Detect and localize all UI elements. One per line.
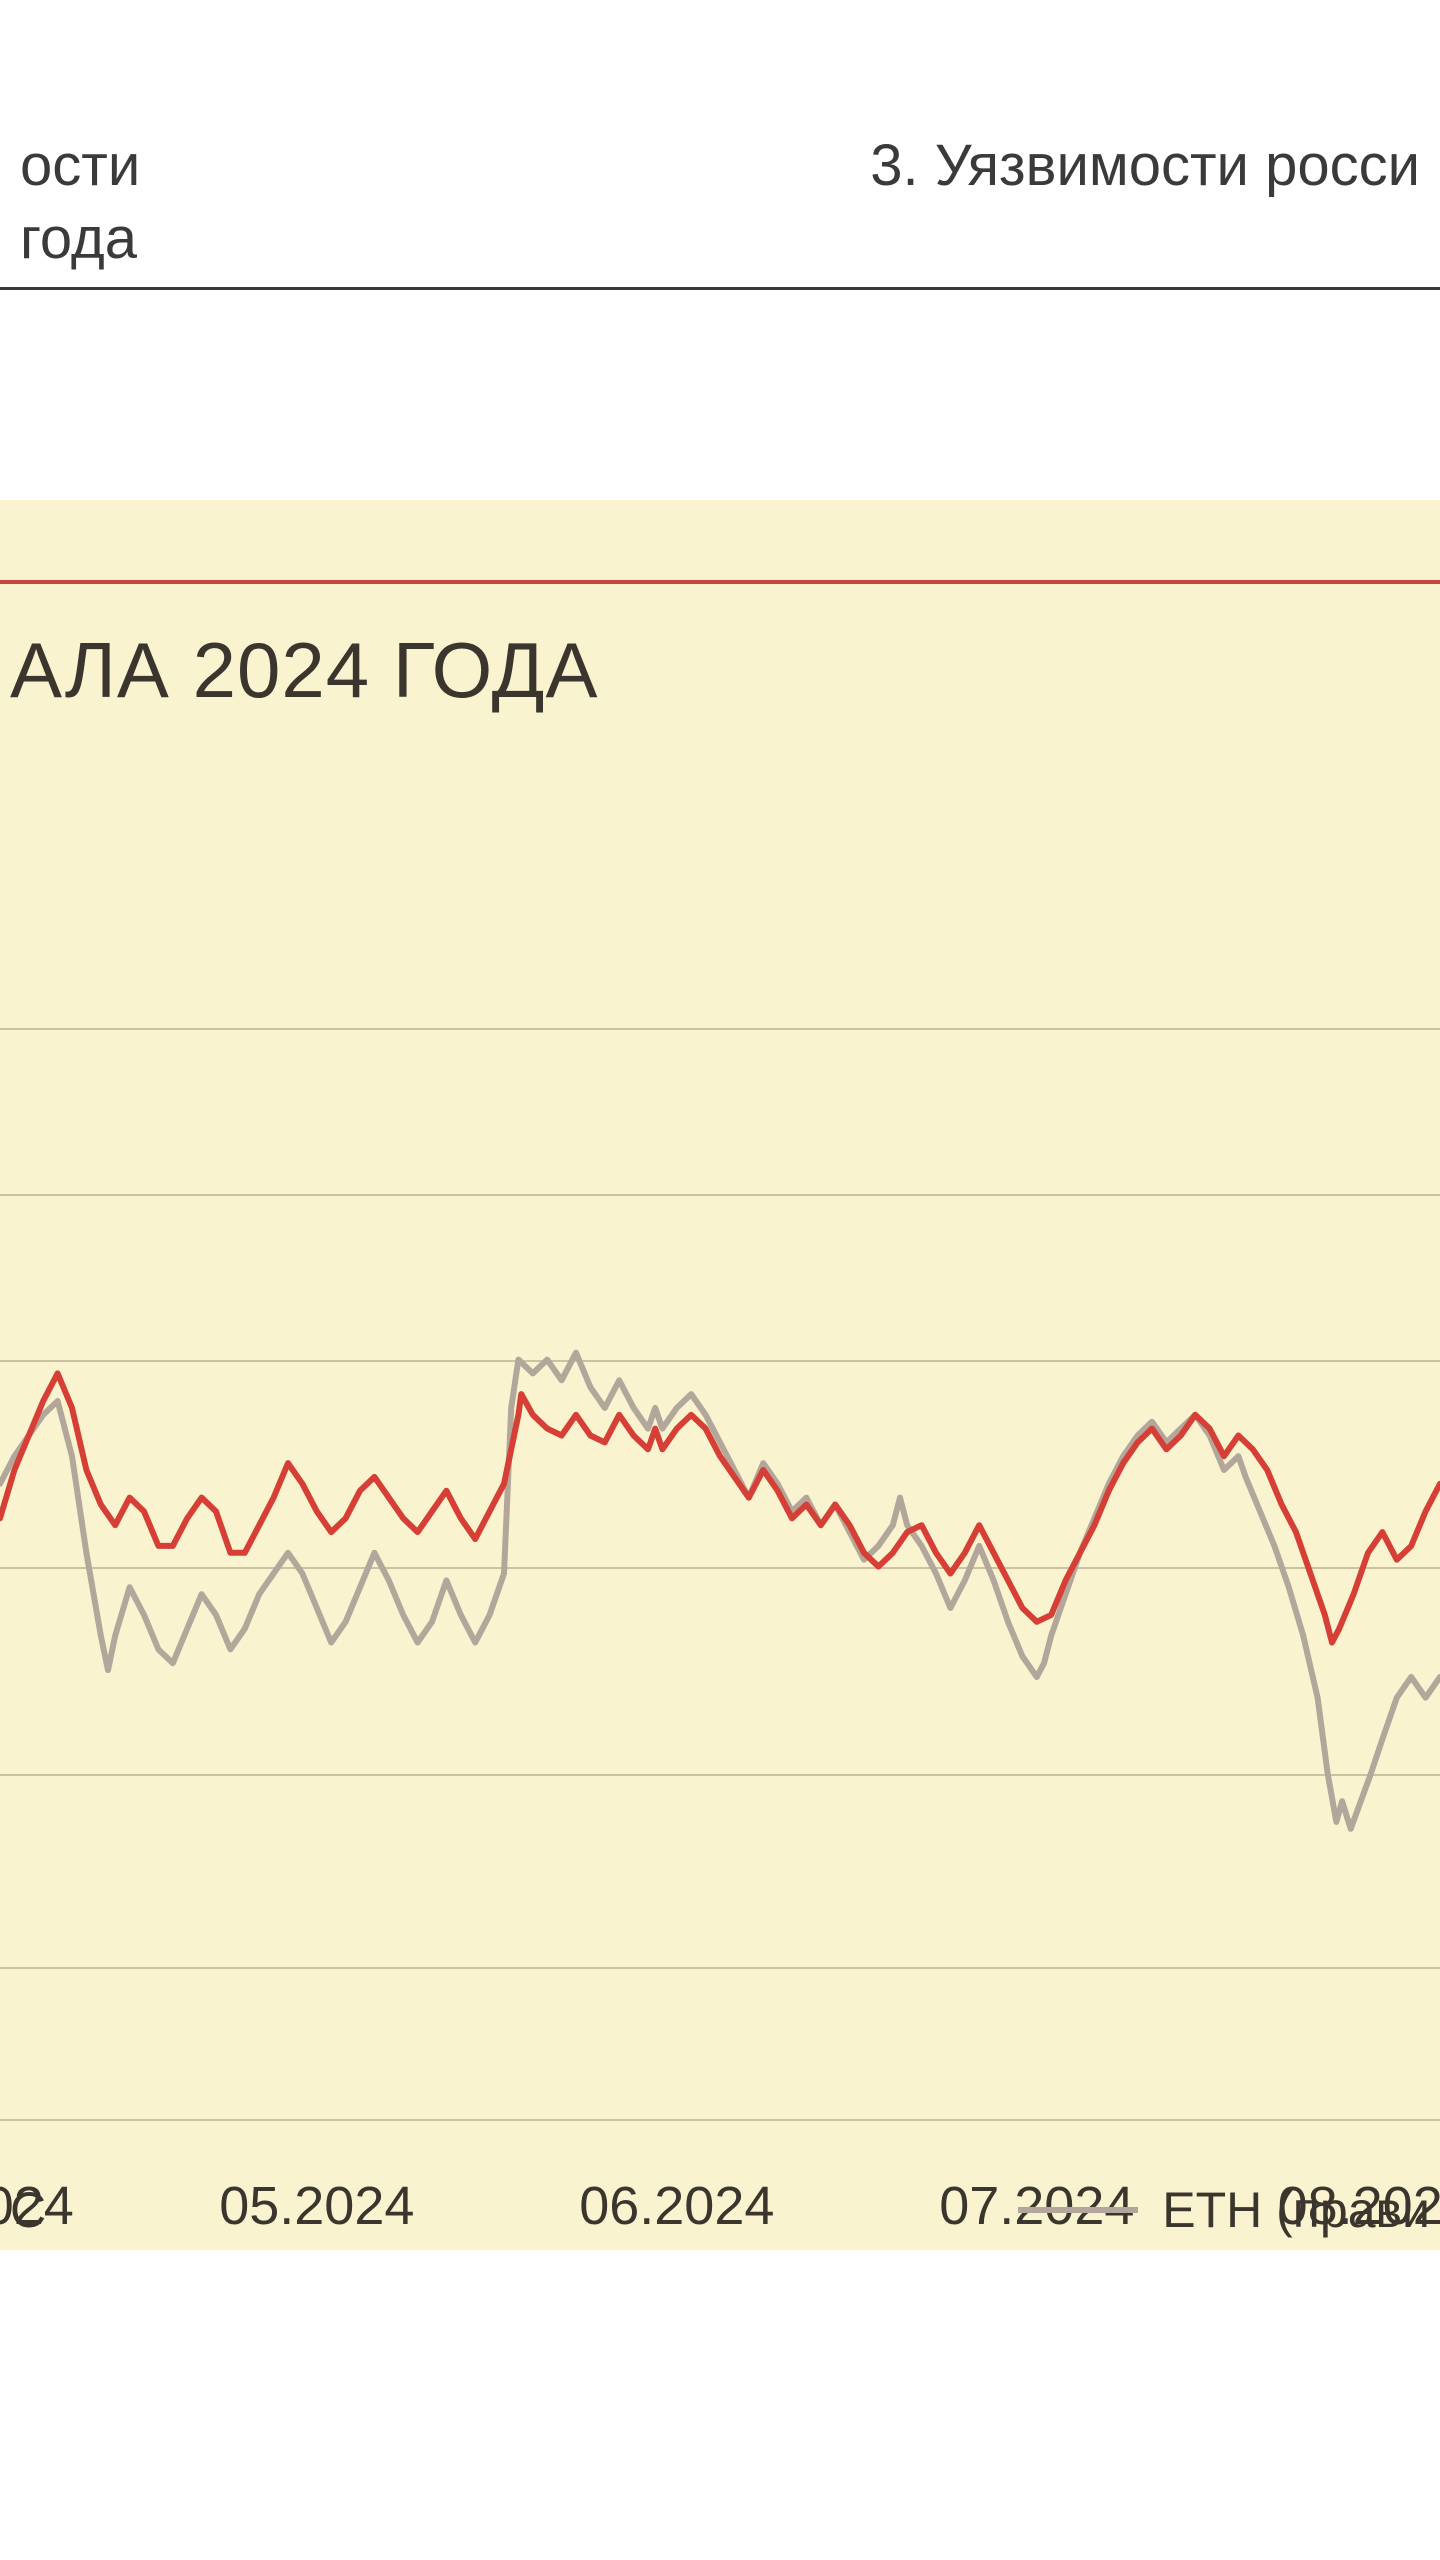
chart-plot-area: 02405.202406.202407.202408.2024: [0, 780, 1440, 2160]
crypto-chart-panel: АЛА 2024 ГОДА 02405.202406.202407.202408…: [0, 500, 1440, 2250]
chart-lines-svg: [0, 780, 1440, 2160]
tab-left-line2: года: [20, 206, 137, 271]
cropped-report-page: { "header": { "left_fragment_line1": "ос…: [0, 0, 1440, 2560]
legend-label-eth: ETH (прави: [1162, 2181, 1430, 2239]
chart-legend: С ETH (прави: [0, 2180, 1440, 2240]
series-line-eth: [0, 1353, 1440, 1829]
legend-label-btc: С: [10, 2181, 46, 2239]
tab-right-text: 3. Уязвимости росси: [870, 133, 1420, 198]
tab-left-fragment[interactable]: ости года: [20, 130, 140, 275]
section-tabs-row: ости года 3. Уязвимости росси: [0, 130, 1440, 290]
legend-item-eth: ETH (прави: [1018, 2181, 1430, 2239]
chart-title-rule: [0, 580, 1440, 584]
chart-title-fragment: АЛА 2024 ГОДА: [0, 625, 598, 716]
series-line-btc: [0, 1373, 1440, 1642]
tab-right-fragment[interactable]: 3. Уязвимости росси: [870, 130, 1420, 203]
tab-left-line1: ости: [20, 133, 140, 198]
legend-item-btc: С: [10, 2181, 46, 2239]
legend-swatch-eth: [1018, 2207, 1138, 2213]
